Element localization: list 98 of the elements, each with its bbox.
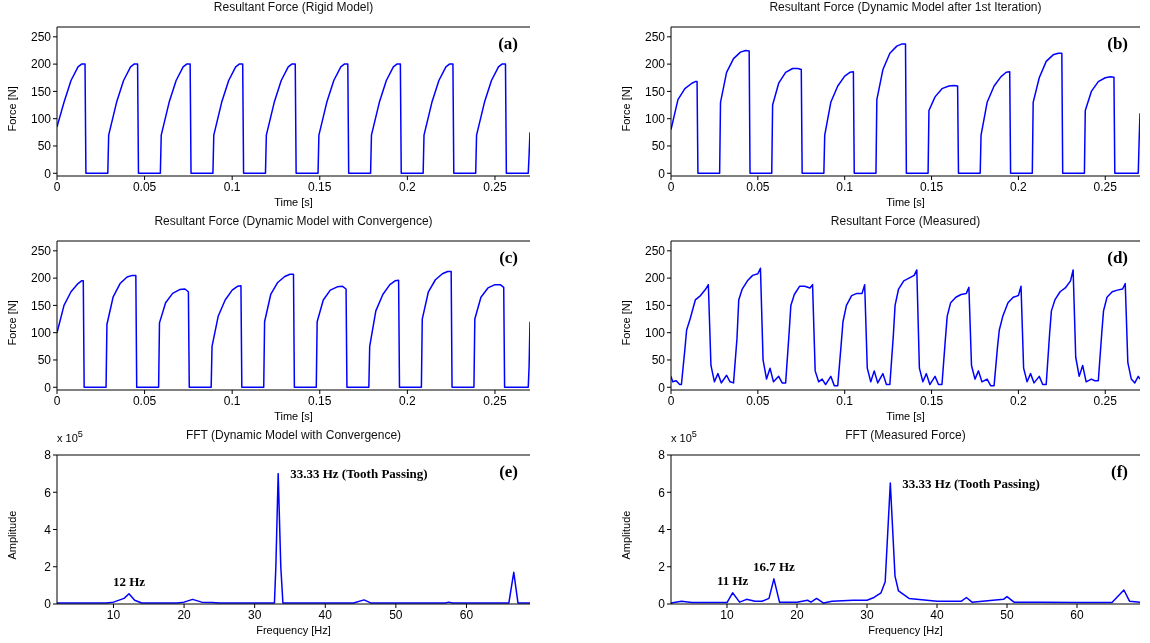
x-tick-label: 40: [930, 607, 944, 622]
y-tick-label: 250: [30, 30, 52, 45]
x-axis-title: Time [s]: [886, 196, 925, 208]
line-series: [671, 267, 1140, 387]
x-tick-label: 0.2: [1010, 393, 1028, 408]
x-tick-label: 0.15: [308, 179, 332, 194]
y-tick-label: 6: [44, 485, 52, 500]
y-tick-label: 0: [44, 380, 52, 395]
y-tick-label: 50: [37, 353, 52, 368]
y-tick-label: 150: [644, 298, 666, 313]
y-tick-label: 150: [644, 84, 666, 99]
y-axis-title: Force [N]: [619, 300, 632, 346]
y-tick-label: 0: [44, 597, 52, 612]
x-tick-label: 30: [860, 607, 874, 622]
y-tick-label: 0: [44, 166, 52, 181]
x-tick-label: 0.2: [399, 179, 417, 194]
y-tick-label: 50: [651, 353, 666, 368]
annotation: 16.7 Hz: [752, 558, 796, 574]
x-tick-label: 0.25: [1093, 393, 1118, 408]
x-tick-label: 0.25: [1093, 179, 1118, 194]
x-tick-label: 0.1: [223, 393, 241, 408]
y-tick-label: 250: [644, 244, 666, 259]
annotation: (f): [1111, 462, 1128, 482]
x-tick-label: 50: [1000, 607, 1014, 622]
x-tick-label: 0.2: [1010, 179, 1028, 194]
x-tick-label: 0.1: [836, 179, 854, 194]
x-tick-label: 0.05: [132, 393, 157, 408]
x-tick-label: 20: [790, 607, 804, 622]
x-tick-label: 0.15: [308, 393, 332, 408]
y-tick-label: 200: [644, 271, 666, 286]
x-axis-title: Time [s]: [886, 410, 925, 422]
y-tick-label: 200: [30, 57, 52, 72]
y-tick-label: 0: [658, 380, 666, 395]
y-axis-title: Force [N]: [5, 300, 18, 346]
annotation: 33.33 Hz (Tooth Passing): [902, 475, 1040, 491]
x-tick-label: 60: [1070, 607, 1084, 622]
x-tick-label: 50: [389, 607, 403, 622]
x-tick-label: 0.1: [223, 179, 241, 194]
y-tick-label: 250: [644, 30, 666, 45]
x-tick-label: 0.2: [399, 393, 417, 408]
x-tick-label: 10: [106, 607, 121, 622]
y-tick-label: 200: [644, 57, 666, 72]
x-axis-title: Time [s]: [274, 196, 313, 208]
chart-title: Resultant Force (Dynamic Model after 1st Iteration): [768, 0, 1043, 14]
x-tick-label: 0.05: [746, 393, 770, 408]
x-tick-label: 60: [459, 607, 474, 622]
y-tick-label: 4: [44, 522, 52, 537]
x-axis-title: Frequency [Hz]: [256, 624, 331, 636]
x-tick-label: 0.05: [132, 179, 157, 194]
y-tick-label: 8: [44, 448, 52, 463]
x-tick-label: 0.15: [919, 393, 944, 408]
annotation: (d): [1107, 248, 1128, 268]
annotation: (c): [499, 248, 518, 268]
x-axis-title: Frequency [Hz]: [868, 624, 943, 636]
y-tick-label: 0: [658, 597, 666, 612]
x-tick-label: 10: [720, 607, 734, 622]
annotation: 12 Hz: [112, 573, 146, 589]
annotation: 11 Hz: [716, 572, 749, 588]
x-axis-title: Time [s]: [274, 410, 313, 422]
y-tick-label: 150: [30, 84, 52, 99]
x-tick-label: 0.1: [836, 393, 854, 408]
x-tick-label: 20: [177, 607, 192, 622]
x-tick-label: 0.25: [483, 393, 507, 408]
x-tick-label: 0.25: [483, 179, 507, 194]
y-axis-title: Amplitude: [619, 510, 632, 560]
annotation: 33.33 Hz (Tooth Passing): [290, 466, 428, 482]
annotation: (b): [1107, 34, 1128, 54]
y-tick-label: 100: [644, 325, 666, 340]
chart-title: Resultant Force (Dynamic Model with Convergence): [153, 214, 434, 228]
chart-title: FFT (Measured Force): [845, 428, 966, 442]
chart-title: Resultant Force (Rigid Model): [212, 0, 375, 14]
y-tick-label: 150: [30, 298, 52, 313]
y-tick-label: 250: [30, 244, 52, 259]
y-tick-label: 8: [658, 448, 666, 463]
y-tick-label: 100: [30, 325, 52, 340]
annotation: (e): [499, 462, 518, 482]
y-tick-label: 200: [30, 271, 52, 286]
y-tick-label: 6: [658, 485, 666, 500]
x-tick-label: 0.05: [746, 179, 770, 194]
y-axis-title: Force [N]: [5, 86, 18, 132]
chart-title: FFT (Dynamic Model with Convergence): [185, 428, 402, 442]
y-axis-title: Force [N]: [619, 86, 632, 132]
y-tick-label: 4: [658, 522, 666, 537]
chart-title: Resultant Force (Measured): [829, 214, 982, 228]
x-tick-label: 40: [318, 607, 333, 622]
text: x 10$^{5}$: [57, 429, 83, 444]
annotation: (a): [498, 34, 518, 54]
x-tick-label: 30: [247, 607, 262, 622]
y-tick-label: 50: [651, 139, 666, 154]
y-axis-title: Amplitude: [5, 510, 18, 560]
y-tick-label: 50: [37, 139, 52, 154]
y-tick-label: 2: [658, 560, 666, 575]
x-tick-label: 0.15: [919, 179, 944, 194]
y-tick-label: 100: [30, 111, 52, 126]
y-tick-label: 100: [644, 111, 666, 126]
text: x 10$^{5}$: [671, 429, 697, 444]
y-tick-label: 2: [44, 560, 52, 575]
y-tick-label: 0: [658, 166, 666, 181]
